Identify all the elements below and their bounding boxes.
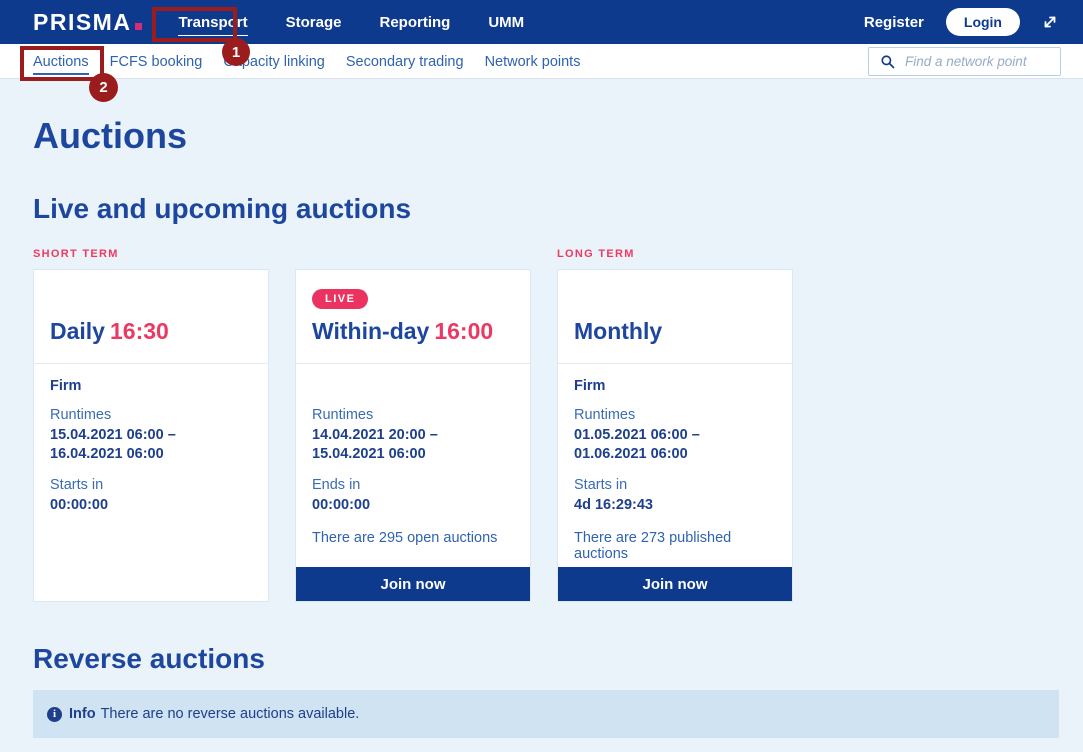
nav-item-storage[interactable]: Storage <box>285 13 342 31</box>
runtime-from: 14.04.2021 20:00 – <box>312 427 438 443</box>
prisma-logo-dot <box>135 22 143 30</box>
countdown-value: 00:00:00 <box>312 497 371 513</box>
prisma-logo[interactable]: PRISMA <box>33 8 143 36</box>
reverse-auctions-heading: Reverse auctions <box>33 643 265 674</box>
live-badge: LIVE <box>312 289 369 309</box>
published-auctions-count: There are 273 published auctions <box>574 530 732 562</box>
runtimes-group: Runtimes 15.04.2021 06:00 – 16.04.2021 0… <box>50 407 252 464</box>
short-term-label: SHORT TERM <box>33 248 119 260</box>
countdown-group: Starts in 00:00:00 <box>50 477 252 515</box>
card-title: Monthly <box>574 318 663 344</box>
long-term-label: LONG TERM <box>557 248 635 260</box>
primary-nav: Transport Storage Reporting UMM <box>178 10 525 36</box>
countdown-group: Ends in 00:00:00 <box>312 477 514 515</box>
subnav-item-secondary-trading[interactable]: Secondary trading <box>345 53 464 70</box>
expand-icon[interactable] <box>1041 13 1059 31</box>
auction-card-monthly: Monthly Firm Runtimes 01.05.2021 06:00 –… <box>557 269 793 602</box>
countdown-label: Starts in <box>50 477 104 493</box>
product-type <box>312 378 514 397</box>
runtime-from: 01.05.2021 06:00 – <box>574 427 700 443</box>
countdown-value: 4d 16:29:43 <box>574 497 653 513</box>
network-point-search[interactable] <box>868 46 1061 76</box>
main-content: Auctions Live and upcoming auctions SHOR… <box>0 79 1083 738</box>
card-body: Firm Runtimes 01.05.2021 06:00 – 01.06.2… <box>558 364 792 576</box>
register-link[interactable]: Register <box>863 13 924 31</box>
nav-item-transport[interactable]: Transport <box>178 10 248 36</box>
live-auctions-heading: Live and upcoming auctions <box>33 193 412 224</box>
subnav-item-auctions[interactable]: Auctions <box>33 49 89 75</box>
card-title: Daily 16:30 <box>50 318 169 344</box>
secondary-navbar: Auctions FCFS booking Capacity linking S… <box>0 44 1083 79</box>
runtimes-label: Runtimes <box>50 407 112 423</box>
runtime-to: 01.06.2021 06:00 <box>574 446 688 462</box>
runtimes-group: Runtimes 01.05.2021 06:00 – 01.06.2021 0… <box>574 407 776 464</box>
runtime-from: 15.04.2021 06:00 – <box>50 427 176 443</box>
search-input[interactable] <box>905 53 1052 69</box>
annotation-step-2-badge: 2 <box>89 73 118 102</box>
auction-cards-row: Daily 16:30 Firm Runtimes 15.04.2021 06:0… <box>33 269 1059 602</box>
runtimes-label: Runtimes <box>312 407 374 423</box>
runtimes-group: Runtimes 14.04.2021 20:00 – 15.04.2021 0… <box>312 407 514 464</box>
secondary-nav-items: Auctions FCFS booking Capacity linking S… <box>33 49 581 75</box>
runtimes-label: Runtimes <box>574 407 636 423</box>
product-type: Firm <box>574 378 606 394</box>
countdown-group: Starts in 4d 16:29:43 <box>574 477 776 515</box>
subnav-item-fcfs-booking[interactable]: FCFS booking <box>109 53 203 70</box>
info-icon: i <box>47 706 62 722</box>
top-navbar: PRISMA Transport Storage Reporting UMM R… <box>0 0 1083 44</box>
login-button[interactable]: Login <box>945 8 1020 36</box>
prisma-logo-text: PRISMA <box>33 8 132 35</box>
open-auctions-count: There are 295 open auctions <box>312 530 498 546</box>
search-icon <box>880 54 895 69</box>
card-header: Monthly <box>558 270 792 364</box>
countdown-label: Starts in <box>574 477 628 493</box>
info-banner: i Info There are no reverse auctions ava… <box>33 690 1059 738</box>
card-header: Daily 16:30 <box>34 270 268 364</box>
page-title: Auctions <box>33 115 188 156</box>
auction-card-daily: Daily 16:30 Firm Runtimes 15.04.2021 06:0… <box>33 269 269 602</box>
join-now-button[interactable]: Join now <box>296 567 530 601</box>
topnav-right-group: Register Login <box>864 8 1059 36</box>
nav-item-reporting[interactable]: Reporting <box>379 13 451 31</box>
nav-item-umm[interactable]: UMM <box>488 13 525 31</box>
countdown-label: Ends in <box>312 477 361 493</box>
term-labels-row: SHORT TERM LONG TERM <box>33 248 1059 261</box>
auction-card-within-day: LIVE Within-day 16:00 Runtimes 14.04.2021… <box>295 269 531 602</box>
card-header: LIVE Within-day 16:00 <box>296 270 530 364</box>
product-type: Firm <box>50 378 82 394</box>
join-now-button[interactable]: Join now <box>558 567 792 601</box>
info-banner-label: Info <box>69 706 96 722</box>
info-banner-text: There are no reverse auctions available. <box>100 706 360 722</box>
card-body: Runtimes 14.04.2021 20:00 – 15.04.2021 0… <box>296 364 530 560</box>
subnav-item-network-points[interactable]: Network points <box>484 53 581 70</box>
card-body: Firm Runtimes 15.04.2021 06:00 – 16.04.2… <box>34 364 268 529</box>
runtime-to: 16.04.2021 06:00 <box>50 446 164 462</box>
countdown-value: 00:00:00 <box>50 497 109 513</box>
runtime-to: 15.04.2021 06:00 <box>312 446 426 462</box>
card-title: Within-day 16:00 <box>312 318 494 344</box>
annotation-step-1-badge: 1 <box>222 38 250 66</box>
